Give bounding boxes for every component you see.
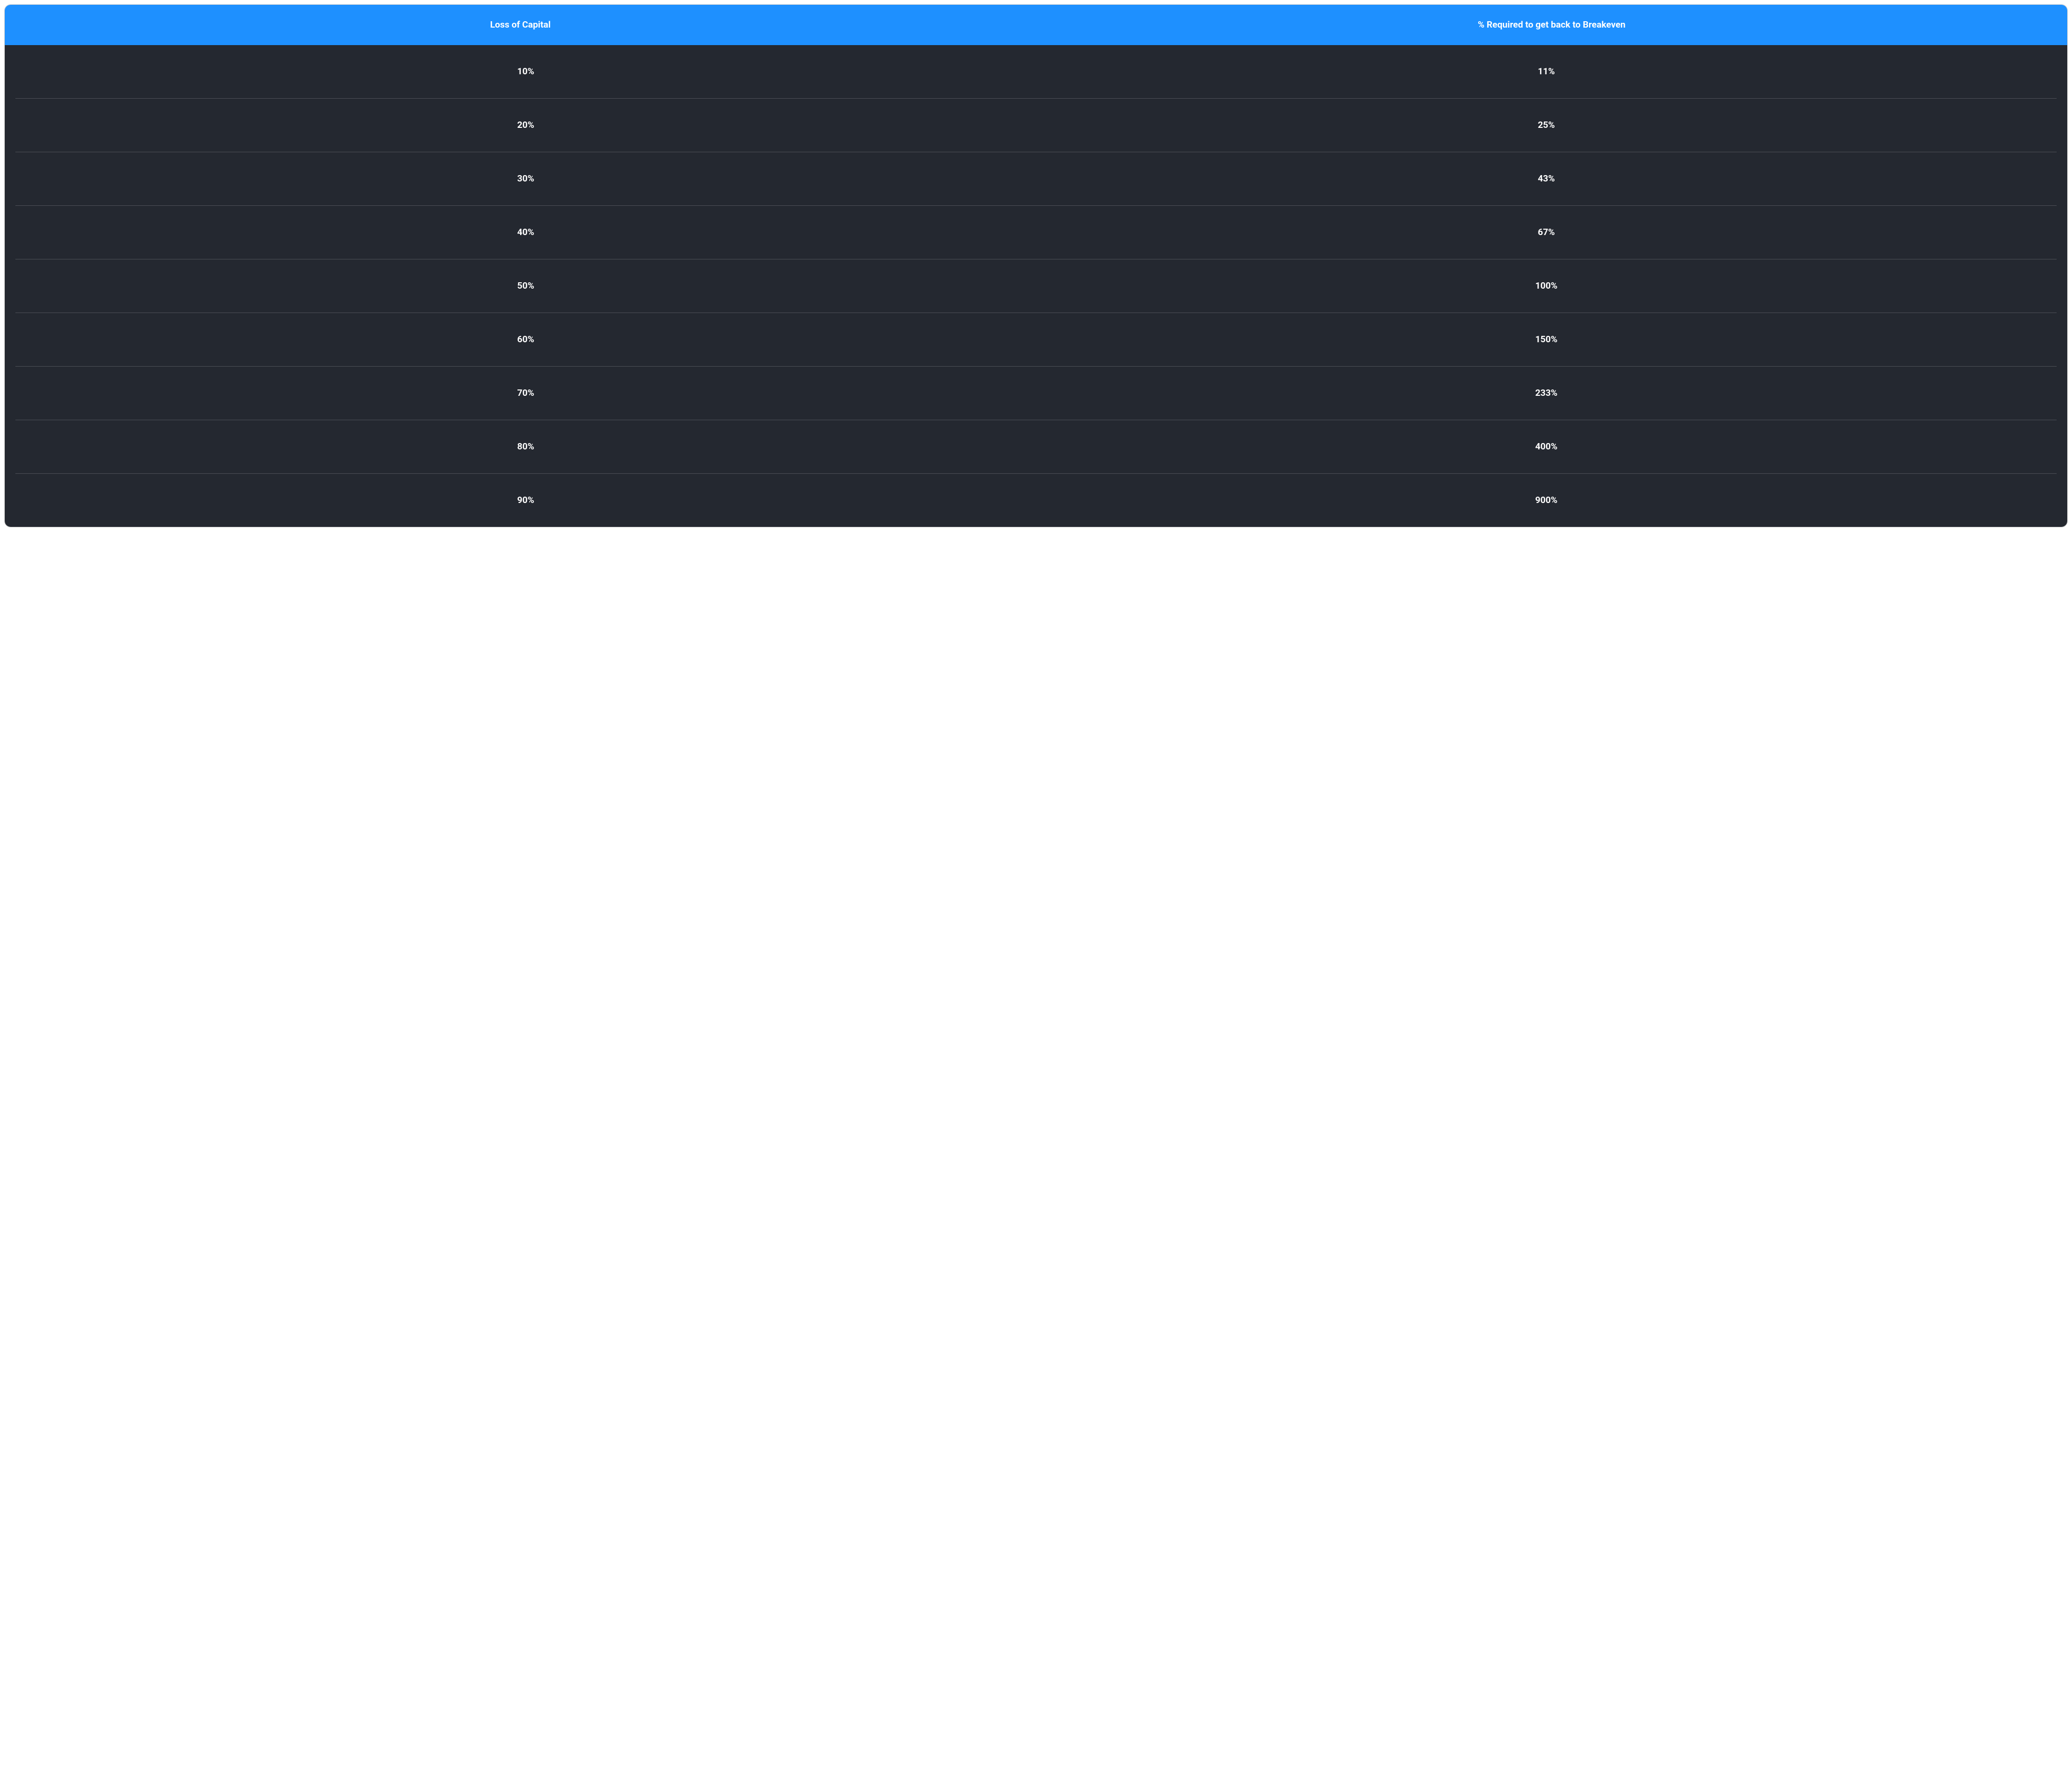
table-row: 90% 900% [15, 474, 2057, 527]
cell-loss: 30% [15, 152, 1036, 205]
table-header-row: Loss of Capital % Required to get back t… [5, 5, 2067, 45]
cell-loss: 50% [15, 259, 1036, 313]
cell-loss: 60% [15, 313, 1036, 366]
column-header-loss: Loss of Capital [5, 5, 1036, 45]
cell-loss: 20% [15, 99, 1036, 152]
column-header-breakeven: % Required to get back to Breakeven [1036, 5, 2067, 45]
table-body-inner: 10% 11% 20% 25% 30% 43% 40% 67% 50% 100%… [5, 45, 2067, 527]
table-body: 10% 11% 20% 25% 30% 43% 40% 67% 50% 100%… [5, 45, 2067, 527]
breakeven-table: Loss of Capital % Required to get back t… [4, 4, 2068, 527]
cell-breakeven: 67% [1036, 206, 2057, 259]
table-row: 50% 100% [15, 259, 2057, 313]
cell-breakeven: 233% [1036, 367, 2057, 420]
cell-breakeven: 400% [1036, 420, 2057, 473]
cell-loss: 70% [15, 367, 1036, 420]
table-row: 30% 43% [15, 152, 2057, 206]
cell-breakeven: 43% [1036, 152, 2057, 205]
table-row: 40% 67% [15, 206, 2057, 259]
table-row: 60% 150% [15, 313, 2057, 367]
table-row: 70% 233% [15, 367, 2057, 420]
table-row: 20% 25% [15, 99, 2057, 152]
cell-breakeven: 900% [1036, 474, 2057, 527]
cell-breakeven: 11% [1036, 45, 2057, 98]
cell-breakeven: 150% [1036, 313, 2057, 366]
table-row: 80% 400% [15, 420, 2057, 474]
cell-breakeven: 100% [1036, 259, 2057, 313]
table-row: 10% 11% [15, 45, 2057, 99]
cell-loss: 90% [15, 474, 1036, 527]
cell-loss: 10% [15, 45, 1036, 98]
cell-loss: 80% [15, 420, 1036, 473]
cell-loss: 40% [15, 206, 1036, 259]
cell-breakeven: 25% [1036, 99, 2057, 152]
